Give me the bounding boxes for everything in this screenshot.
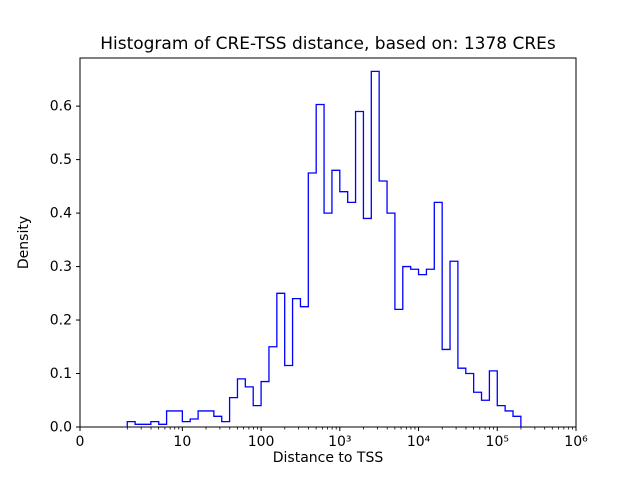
y-tick-label: 0.0 <box>50 420 72 436</box>
y-tick-label: 0.2 <box>50 313 72 329</box>
x-tick-label: 10⁵ <box>486 434 509 450</box>
x-tick-label: 10 <box>173 434 191 450</box>
axes-frame <box>79 57 577 428</box>
x-tick-label: 10³ <box>328 434 351 450</box>
y-tick-label: 0.5 <box>50 152 72 168</box>
histogram-line <box>126 70 522 427</box>
y-axis-label: Density <box>16 216 32 269</box>
plot-area: 0 10 100 10³ 10⁴ 10⁵ 10⁶ 0.0 0.1 0.2 0.3 0.4 0.5 0.6 <box>50 57 588 450</box>
x-axis-label: Distance to TSS <box>273 450 384 466</box>
x-tick-label: 10⁴ <box>407 434 431 450</box>
y-tick-label: 0.1 <box>50 366 72 382</box>
chart-title: Histogram of CRE-TSS distance, based on:… <box>100 34 556 54</box>
x-tick-label: 0 <box>76 434 85 450</box>
x-tick-label: 10⁶ <box>564 434 588 450</box>
x-tick-label: 100 <box>248 434 275 450</box>
y-tick-label: 0.3 <box>50 259 72 275</box>
y-tick-label: 0.4 <box>50 206 72 222</box>
y-tick-label: 0.6 <box>50 99 72 115</box>
